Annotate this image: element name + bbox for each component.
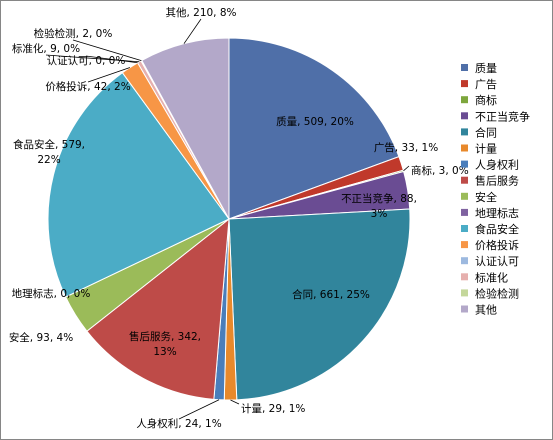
pie-slice-7 [86, 217, 230, 400]
data-label-12: 认证认可, 0, 0% [47, 54, 126, 67]
legend-label-6: 人身权利 [475, 158, 519, 172]
data-label-5: 计量, 29, 1% [241, 402, 305, 415]
legend-swatch-2 [461, 96, 468, 104]
legend-swatch-10 [461, 225, 468, 232]
legend-swatch-3 [461, 112, 468, 120]
legend-label-2: 商标 [475, 93, 497, 107]
legend-label-4: 合同 [475, 125, 497, 139]
legend-swatch-12 [461, 257, 468, 265]
legend-swatch-4 [461, 128, 468, 136]
legend-label-9: 地理标志 [475, 206, 519, 220]
data-label-14: 检验检测, 2, 0% [34, 27, 113, 40]
data-label-1: 广告, 33, 1% [374, 141, 438, 154]
legend-label-12: 认证认可 [475, 255, 519, 268]
legend-label-8: 安全 [475, 190, 497, 204]
pie-slice-10 [47, 72, 230, 298]
legend: 质量广告商标不正当竞争合同计量人身权利售后服务安全地理标志食品安全价格投诉认证认… [461, 62, 530, 317]
legend-swatch-14 [461, 289, 468, 297]
leader-line-11 [87, 67, 131, 83]
legend-swatch-9 [461, 208, 468, 216]
legend-swatch-6 [461, 160, 468, 168]
data-label-7: 售后服务, 342, 13% [129, 330, 201, 358]
legend-swatch-1 [461, 80, 468, 88]
legend-label-7: 售后服务 [475, 174, 519, 188]
data-label-10: 食品安全, 579, 22% [13, 138, 85, 166]
legend-label-15: 其他 [475, 304, 497, 317]
legend-swatch-15 [461, 305, 468, 313]
leader-line-15 [183, 18, 202, 44]
leader-line-6 [178, 399, 220, 420]
data-label-3: 不正当竞争, 88, 3% [341, 192, 417, 220]
legend-swatch-8 [461, 192, 468, 200]
legend-swatch-11 [461, 241, 468, 249]
legend-swatch-5 [461, 144, 468, 152]
data-label-13: 标准化, 9, 0% [12, 42, 80, 55]
legend-label-13: 标准化 [475, 270, 508, 284]
pie-slice-4 [228, 208, 411, 401]
leader-line-5 [230, 399, 240, 405]
pie-slice-0 [228, 37, 400, 220]
leader-lines [45, 18, 410, 420]
data-label-6: 人身权利, 24, 1% [136, 417, 221, 430]
data-label-15: 其他, 210, 8% [165, 6, 236, 19]
data-label-8: 安全, 93, 4% [9, 331, 73, 344]
leader-line-14 [72, 39, 142, 61]
legend-label-3: 不正当竞争 [475, 109, 530, 123]
legend-label-5: 计量 [475, 143, 497, 156]
leader-line-13 [45, 54, 140, 63]
legend-label-0: 质量 [475, 62, 497, 75]
data-label-4: 合同, 661, 25% [292, 288, 370, 301]
data-labels: 质量, 509, 20% 广告, 33, 1% 商标, 3, 0% 不正当竞争, 88… [9, 6, 469, 430]
leader-line-2 [403, 165, 410, 172]
data-label-0: 质量, 509, 20% [276, 116, 354, 128]
legend-swatch-13 [461, 273, 468, 281]
legend-swatch-0 [461, 64, 468, 71]
legend-label-10: 食品安全 [475, 222, 519, 236]
data-label-11: 价格投诉, 42, 2% [45, 80, 130, 93]
data-label-9: 地理标志, 0, 0% [12, 287, 91, 300]
legend-swatch-7 [461, 176, 468, 184]
data-label-2: 商标, 3, 0% [411, 164, 469, 177]
legend-label-14: 检验检测 [475, 286, 519, 300]
leader-line-12 [85, 55, 138, 64]
pie-slice-15 [141, 37, 230, 220]
legend-label-11: 价格投诉 [475, 238, 519, 252]
legend-label-1: 广告 [475, 78, 497, 91]
pie-slices [47, 37, 411, 401]
